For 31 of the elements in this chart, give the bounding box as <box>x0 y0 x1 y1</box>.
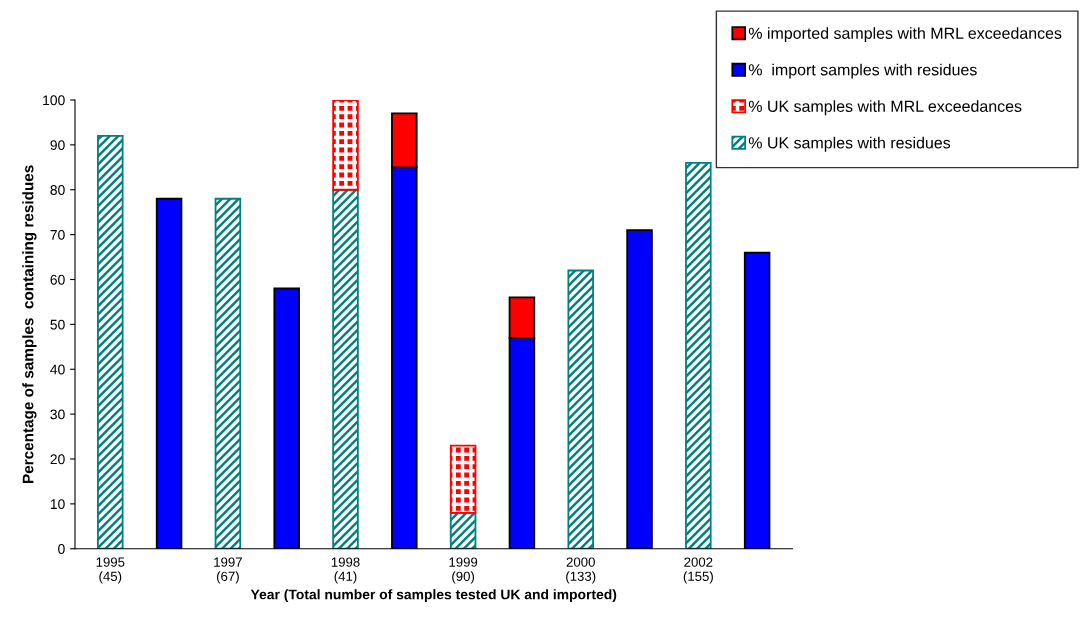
y-tick-label: 90 <box>50 140 65 151</box>
y-tick-label: 50 <box>50 319 65 330</box>
bar <box>567 269 594 549</box>
y-axis-title: Percentage of samples containing residues <box>22 165 37 483</box>
bar <box>97 134 124 549</box>
x-tick-label: 2002 (155) <box>683 557 713 584</box>
legend-label: % UK samples with residues <box>748 136 951 152</box>
x-tick-label: 1999 (90) <box>449 557 478 584</box>
bar <box>449 444 477 514</box>
x-tick-label: 1998 (41) <box>331 557 360 584</box>
x-axis-title: Year (Total number of samples tested UK and imported) <box>250 589 617 603</box>
y-tick-label: 60 <box>50 274 65 285</box>
bar <box>685 161 712 549</box>
y-tick-label: 30 <box>50 409 65 420</box>
bar <box>449 511 477 549</box>
bar <box>214 197 242 549</box>
x-tick-label: 2000 (133) <box>566 557 596 584</box>
y-tick-label: 10 <box>50 499 65 510</box>
x-tick-label: 1995 (45) <box>96 557 125 584</box>
y-tick-label: 0 <box>58 544 65 554</box>
y-tick-label: 100 <box>43 95 65 106</box>
y-tick-label: 20 <box>50 454 65 465</box>
legend-label: % imported samples with MRL exceedances <box>748 27 1062 43</box>
y-tick-label: 40 <box>50 364 65 375</box>
y-tick-label: 70 <box>50 229 65 240</box>
x-tick-label: 1997 (67) <box>214 557 242 584</box>
bar <box>332 188 359 549</box>
legend-label: % import samples with residues <box>748 63 977 79</box>
legend-label: % UK samples with MRL exceedances <box>748 100 1022 116</box>
bar <box>332 100 359 191</box>
y-tick-label: 80 <box>50 185 65 195</box>
